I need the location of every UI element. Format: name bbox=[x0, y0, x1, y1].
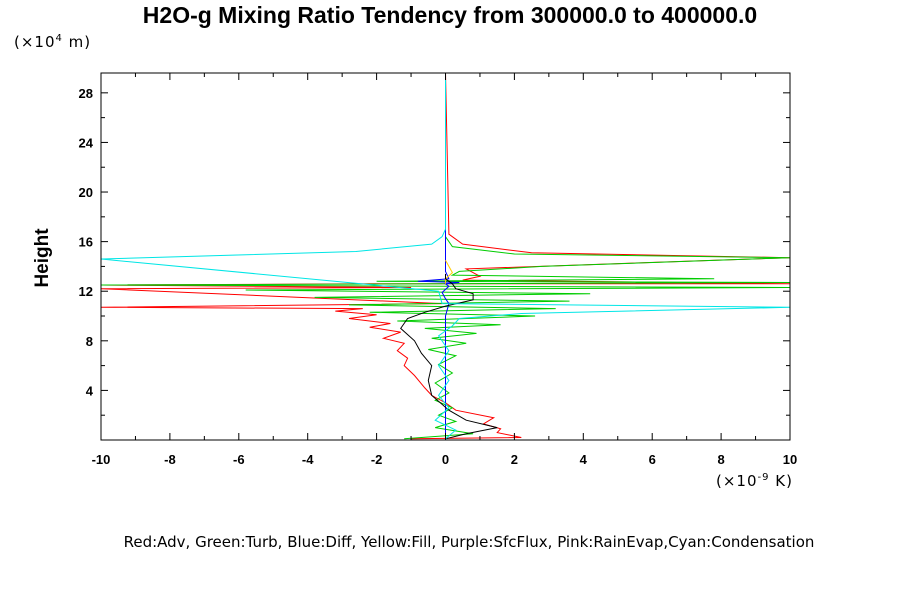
y-axis-unit: (×104 m) bbox=[14, 33, 91, 51]
x-axis-unit: (×10-9 K) bbox=[716, 472, 793, 490]
y-tick-label: 24 bbox=[79, 135, 94, 150]
series-line-5 bbox=[101, 73, 790, 440]
x-tick-label: 8 bbox=[717, 452, 724, 467]
x-tick-label: 6 bbox=[649, 452, 656, 467]
x-tick-label: 4 bbox=[580, 452, 588, 467]
y-tick-label: 20 bbox=[79, 185, 93, 200]
x-unit-prefix: (×10 bbox=[716, 472, 758, 490]
plot-frame bbox=[100, 72, 791, 441]
chart-title: H2O-g Mixing Ratio Tendency from 300000.… bbox=[142, 2, 758, 28]
y-unit-prefix: (×10 bbox=[14, 33, 56, 51]
x-tick-label: -4 bbox=[302, 452, 314, 467]
x-tick-label: 0 bbox=[442, 452, 449, 467]
y-unit-suffix: m) bbox=[62, 33, 92, 51]
x-tick-label: -10 bbox=[92, 452, 111, 467]
x-tick-label: -2 bbox=[371, 452, 383, 467]
y-unit-exponent: 4 bbox=[55, 33, 63, 44]
x-unit-exponent: -9 bbox=[757, 472, 770, 483]
series-line-4 bbox=[400, 273, 498, 440]
series-line-2 bbox=[417, 73, 460, 439]
x-tick-label: 2 bbox=[511, 452, 518, 467]
y-tick-label: 8 bbox=[86, 334, 93, 349]
x-unit-suffix: K) bbox=[769, 472, 793, 490]
series-line-0 bbox=[101, 73, 790, 440]
series-line-1 bbox=[101, 73, 790, 440]
series-line-3 bbox=[445, 259, 454, 284]
x-tick-label: 10 bbox=[783, 452, 797, 467]
y-tick-label: 12 bbox=[79, 284, 93, 299]
x-tick-label: -8 bbox=[164, 452, 176, 467]
y-tick-label: 28 bbox=[79, 86, 93, 101]
y-tick-label: 4 bbox=[86, 383, 94, 398]
y-tick-label: 16 bbox=[79, 235, 93, 250]
x-tick-label: -6 bbox=[233, 452, 245, 467]
